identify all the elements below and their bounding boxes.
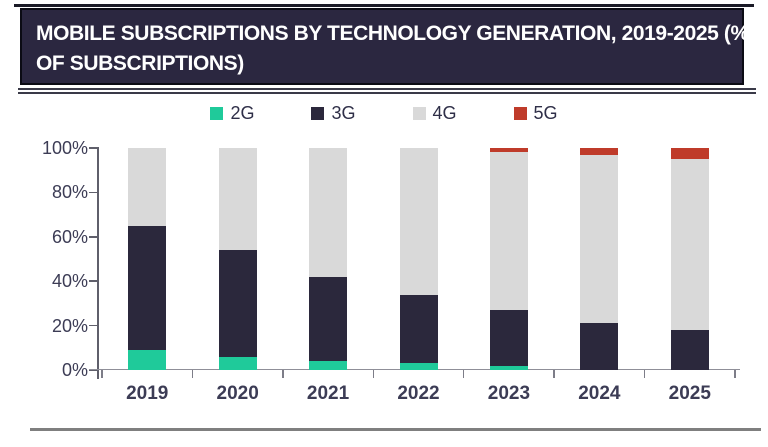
x-axis-tick [372, 370, 375, 378]
y-axis-tick [89, 324, 97, 327]
bar-segment-2020-3G [218, 250, 257, 357]
bar-2022 [399, 148, 438, 370]
y-axis-tick [89, 191, 97, 194]
bar-segment-2025-4G [670, 159, 709, 331]
bar-segment-2020-2G [218, 356, 257, 370]
bar-2024 [580, 148, 619, 370]
x-axis-tick [191, 370, 194, 378]
legend-item-2g: 2G [210, 104, 254, 122]
chart-title-line2: OF SUBSCRIPTIONS) [36, 52, 244, 75]
bar-segment-2023-4G [489, 152, 528, 311]
bar-segment-2024-5G [580, 148, 619, 155]
bar-segment-2020-4G [218, 148, 257, 251]
legend-label-2g: 2G [230, 103, 255, 123]
title-underline-bottom [18, 92, 756, 94]
legend-swatch-4g [412, 106, 426, 120]
y-axis-tick [89, 147, 97, 149]
bar-segment-2024-3G [580, 323, 619, 370]
bar-segment-2025-5G [670, 148, 709, 160]
bar-segment-2019-2G [128, 350, 167, 370]
bar-segment-2021-2G [309, 361, 348, 370]
y-axis-tick-label: 60% [51, 226, 88, 247]
legend-label-4g: 4G [432, 103, 457, 123]
x-axis-tick [282, 370, 284, 378]
bar-2019 [128, 148, 167, 370]
bottom-divider [30, 428, 761, 431]
y-axis-tick-label: 80% [51, 182, 88, 203]
legend-label-5g: 5G [533, 103, 558, 123]
bar-segment-2023-3G [489, 310, 528, 366]
x-axis-label-2021: 2021 [306, 383, 350, 404]
chart-title-box: MOBILE SUBSCRIPTIONS BY TECHNOLOGY GENER… [20, 8, 749, 85]
bar-segment-2024-4G [580, 154, 619, 324]
x-axis-label-2020: 2020 [216, 383, 259, 404]
x-axis-tick [101, 370, 103, 378]
bar-segment-2021-3G [309, 276, 348, 362]
legend-swatch-2g [210, 106, 224, 120]
title-underline-top [18, 88, 756, 90]
bar-segment-2019-4G [128, 148, 167, 226]
x-axis-label-2023: 2023 [487, 383, 531, 404]
x-axis-label-2025: 2025 [668, 383, 711, 404]
bar-segment-2022-3G [399, 294, 438, 364]
bar-2023 [489, 148, 528, 370]
y-axis-tick [89, 280, 97, 282]
legend-item-4g: 4G [412, 103, 457, 123]
x-axis-label-2024: 2024 [578, 383, 621, 404]
bar-segment-2023-2G [489, 365, 528, 370]
y-axis-line [97, 147, 99, 379]
bar-segment-2023-5G [489, 148, 528, 153]
bar-segment-2019-3G [128, 225, 167, 351]
top-divider [14, 4, 754, 7]
legend-label-3g: 3G [331, 103, 356, 123]
y-axis-tick-label: 100% [41, 138, 88, 158]
chart-legend: 2G 3G 4G 5G [0, 101, 768, 125]
legend-swatch-5g [513, 106, 527, 120]
x-axis-tick [462, 370, 465, 378]
y-axis-tick-label: 0% [61, 360, 88, 380]
legend-swatch-3g [311, 106, 325, 120]
legend-item-3g: 3G [311, 103, 356, 123]
bar-2021 [309, 148, 348, 370]
bar-segment-2022-4G [399, 148, 438, 295]
bar-segment-2025-3G [670, 330, 709, 370]
chart-title-line1: MOBILE SUBSCRIPTIONS BY TECHNOLOGY GENER… [36, 22, 749, 45]
bar-2025 [670, 148, 709, 370]
x-axis-label-2019: 2019 [126, 383, 169, 404]
x-axis-label-2022: 2022 [397, 383, 440, 404]
y-axis-tick-label: 20% [51, 315, 88, 336]
x-axis-tick [643, 370, 646, 378]
bar-segment-2022-2G [399, 363, 438, 370]
bar-segment-2021-4G [309, 148, 348, 277]
bar-2020 [218, 148, 257, 370]
y-axis-tick-label: 40% [51, 271, 88, 292]
x-axis-tick [734, 370, 736, 378]
x-axis-tick [553, 370, 555, 378]
y-axis-tick [89, 236, 97, 238]
legend-item-5g: 5G [513, 103, 558, 123]
